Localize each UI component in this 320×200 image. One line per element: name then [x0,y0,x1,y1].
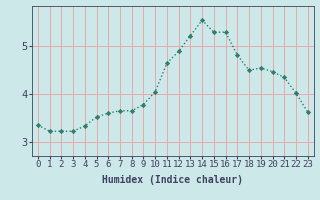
X-axis label: Humidex (Indice chaleur): Humidex (Indice chaleur) [102,175,243,185]
